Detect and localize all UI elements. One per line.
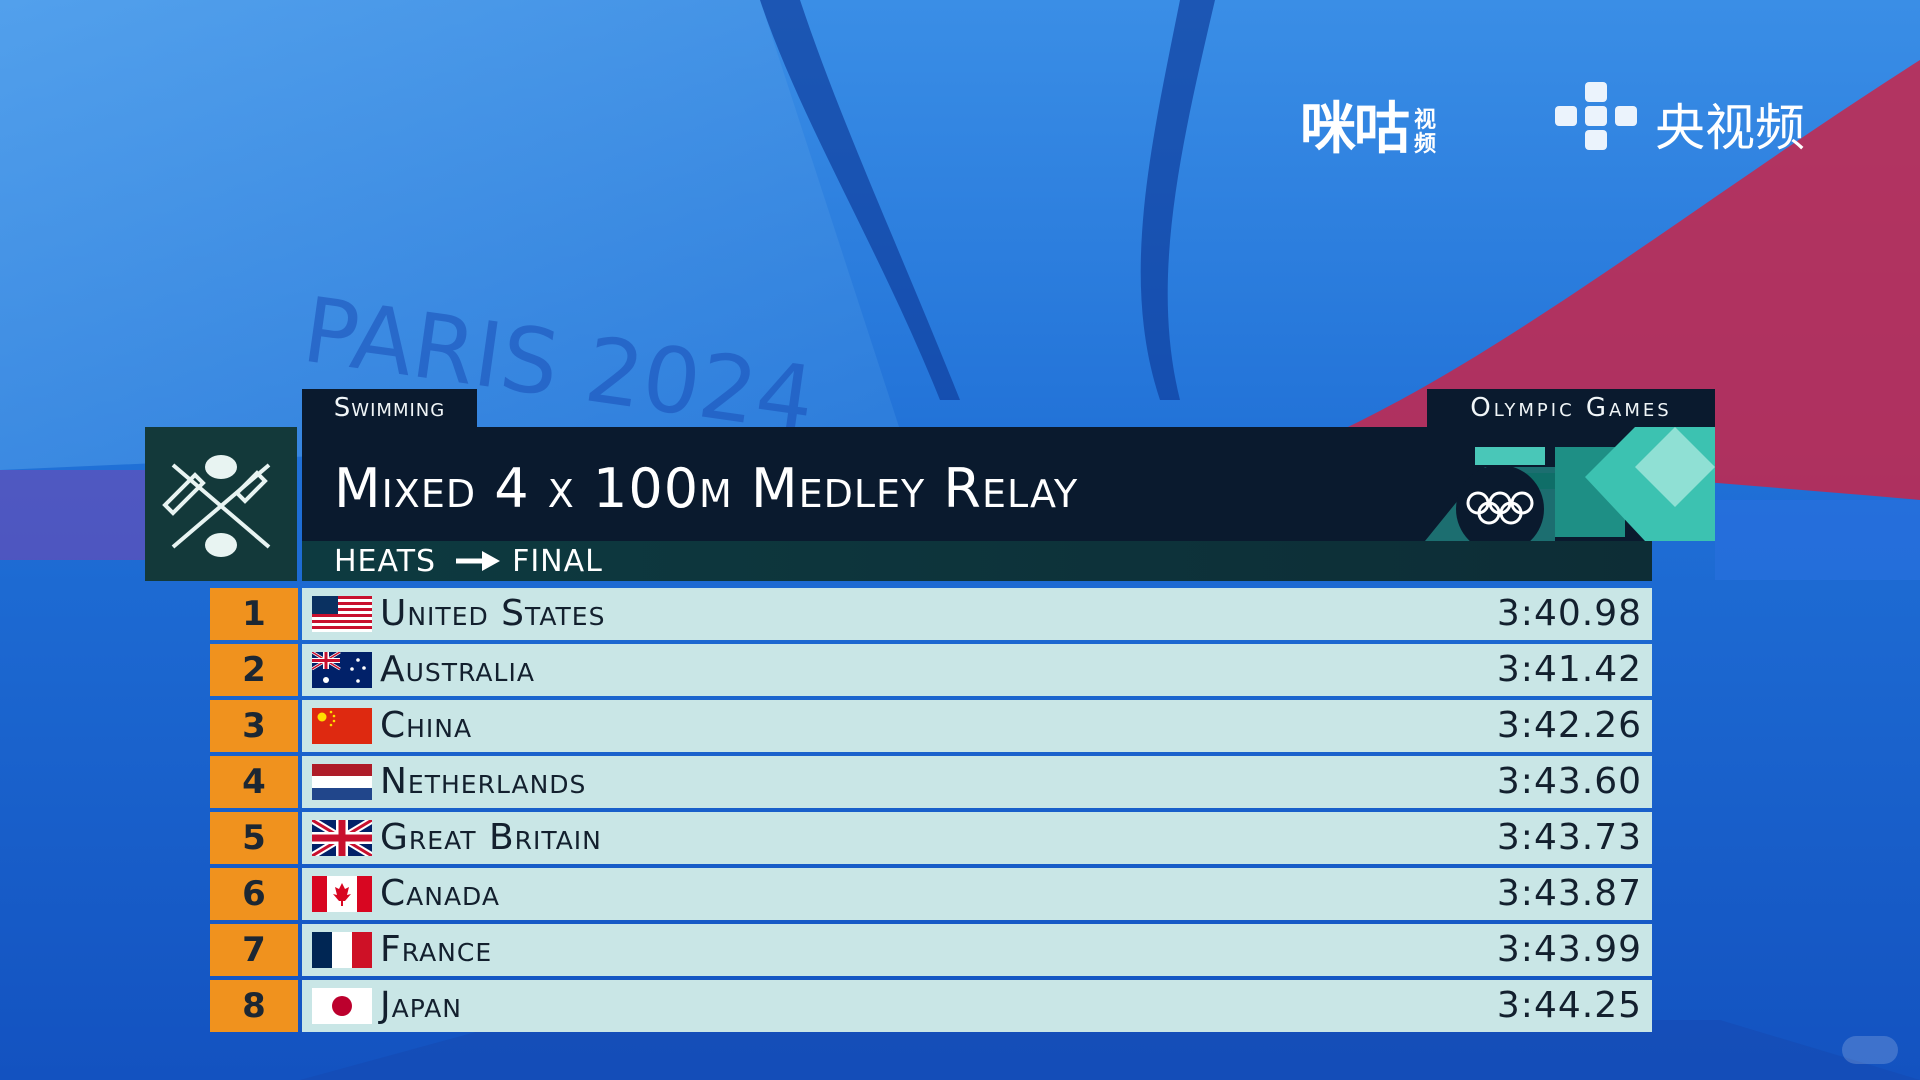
canada-flag-icon xyxy=(312,876,372,912)
country-name: Netherlands xyxy=(380,761,587,802)
result-time: 3:41.42 xyxy=(1496,649,1642,690)
japan-flag-icon xyxy=(312,988,372,1024)
sport-label: Swimming xyxy=(302,389,477,427)
migu-suffix: 视频 xyxy=(1414,107,1437,157)
country-name: France xyxy=(380,929,493,970)
great-britain-flag-icon xyxy=(312,820,372,856)
arrow-right-icon xyxy=(456,551,501,571)
country-name: United States xyxy=(380,593,606,634)
rank-badge: 8 xyxy=(210,980,298,1032)
result-time: 3:43.73 xyxy=(1496,817,1642,858)
rank-badge: 3 xyxy=(210,700,298,752)
country-name: Canada xyxy=(380,873,500,914)
stage-bar: HEATS FINAL xyxy=(302,541,1652,581)
stage-from: HEATS xyxy=(334,543,437,579)
swimming-icon xyxy=(162,455,271,557)
australia-flag-icon xyxy=(312,652,372,688)
migu-name: 咪咕 xyxy=(1300,97,1410,162)
result-row: 2 Australia 3:41.42 xyxy=(210,644,1652,696)
result-time: 3:40.98 xyxy=(1496,593,1642,634)
swimming-pictogram xyxy=(145,427,297,581)
stage-to: FINAL xyxy=(512,543,603,579)
result-time: 3:43.99 xyxy=(1496,929,1642,970)
result-row: 1 United States 3:40.98 xyxy=(210,588,1652,640)
result-row: 3 China 3:42.26 xyxy=(210,700,1652,752)
games-label: Olympic Games xyxy=(1427,389,1715,427)
result-time: 3:43.87 xyxy=(1496,873,1642,914)
result-row: 4 Netherlands 3:43.60 xyxy=(210,756,1652,808)
netherlands-flag-icon xyxy=(312,764,372,800)
result-row: 6 Canada 3:43.87 xyxy=(210,868,1652,920)
france-flag-icon xyxy=(312,932,372,968)
migu-logo: 咪咕 视频 xyxy=(1300,84,1440,165)
result-time: 3:43.60 xyxy=(1496,761,1642,802)
country-name: China xyxy=(380,705,473,746)
event-title: Mixed 4 x 100m Medley Relay xyxy=(334,457,1079,520)
cctv-logo-icon xyxy=(1555,82,1637,150)
result-time: 3:42.26 xyxy=(1496,705,1642,746)
china-flag-icon xyxy=(312,708,372,744)
olympic-games-artwork xyxy=(1425,427,1715,541)
rank-badge: 7 xyxy=(210,924,298,976)
country-name: Australia xyxy=(380,649,535,690)
rank-badge: 4 xyxy=(210,756,298,808)
usa-flag-icon xyxy=(312,596,372,632)
rank-badge: 5 xyxy=(210,812,298,864)
cctv-name: 央视频 xyxy=(1655,99,1805,157)
result-row: 5 Great Britain 3:43.73 xyxy=(210,812,1652,864)
rank-badge: 1 xyxy=(210,588,298,640)
country-name: Great Britain xyxy=(380,817,602,858)
country-name: Japan xyxy=(380,985,462,1026)
result-row: 7 France 3:43.99 xyxy=(210,924,1652,976)
result-time: 3:44.25 xyxy=(1496,985,1642,1026)
event-title-bar: Mixed 4 x 100m Medley Relay xyxy=(302,427,1715,541)
rank-badge: 6 xyxy=(210,868,298,920)
rank-badge: 2 xyxy=(210,644,298,696)
result-row: 8 Japan 3:44.25 xyxy=(210,980,1652,1032)
watermark xyxy=(1842,1036,1898,1064)
